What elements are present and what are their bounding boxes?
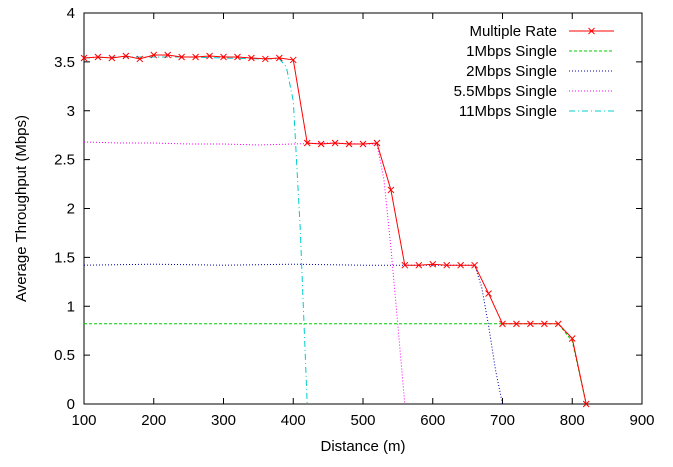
data-point-marker: [178, 53, 186, 61]
y-tick-label: 1.5: [54, 249, 75, 266]
tick-layer: 100 200 300 400 500 600 700 800 900 0 0.5 1 1.5 2 2.5 3…: [54, 5, 654, 429]
data-point-marker: [554, 320, 562, 328]
data-point-marker: [303, 139, 311, 147]
data-point-marker: [192, 53, 199, 61]
data-point-marker: [331, 139, 339, 147]
data-point-marker: [220, 53, 227, 61]
y-axis-label: Average Throughput (Mbps): [13, 115, 30, 302]
x-tick-label: 100: [71, 412, 96, 429]
x-tick-label: 600: [420, 412, 445, 429]
plot-frame: [83, 12, 643, 405]
data-point-marker: [164, 51, 172, 59]
y-tick-label: 4: [67, 5, 75, 22]
legend: Multiple Rate 1Mbps Single 2Mbps Single 5.5…: [454, 23, 614, 120]
legend-label: Multiple Rate: [469, 23, 557, 40]
data-point-marker: [359, 140, 367, 148]
data-point-marker: [275, 54, 283, 62]
x-tick-label: 300: [211, 412, 236, 429]
y-tick-label: 3.5: [54, 54, 75, 71]
data-point-marker: [568, 335, 576, 342]
series-line-2mbps-single: [83, 263, 503, 405]
legend-label: 2Mbps Single: [466, 63, 557, 80]
data-point-marker: [136, 55, 144, 63]
data-point-marker: [317, 140, 325, 148]
legend-label: 5.5Mbps Single: [454, 83, 557, 100]
series-line-11mbps-single: [83, 56, 308, 405]
data-point-marker: [261, 55, 269, 63]
data-point-marker: [122, 52, 130, 60]
y-tick-label: 1: [67, 298, 75, 315]
data-point-marker: [206, 52, 213, 60]
data-point-marker: [513, 320, 520, 328]
data-point-marker: [150, 51, 158, 59]
data-point-marker: [94, 53, 102, 61]
data-point-marker: [540, 320, 548, 328]
legend-label: 1Mbps Single: [466, 43, 557, 60]
data-point-marker: [582, 400, 590, 408]
x-axis-label: Distance (m): [320, 438, 405, 455]
data-point-marker: [443, 261, 451, 269]
data-point-marker: [527, 320, 534, 328]
data-point-marker: [415, 261, 423, 269]
series-line-1mbps-single: [84, 323, 587, 405]
x-tick-label: 800: [560, 412, 585, 429]
series-line-5-5mbps-single: [83, 141, 406, 405]
data-point-marker: [345, 140, 353, 148]
data-point-marker: [401, 261, 409, 269]
y-tick-label: 0: [67, 396, 75, 413]
data-point-marker: [485, 290, 492, 297]
legend-label: 11Mbps Single: [459, 103, 557, 120]
y-tick-label: 2.5: [54, 152, 75, 169]
x-tick-label: 700: [490, 412, 515, 429]
x-tick-label: 400: [281, 412, 306, 429]
data-point-marker: [234, 53, 241, 61]
data-point-marker: [499, 320, 506, 328]
x-tick-label: 500: [350, 412, 375, 429]
x-tick-label: 200: [141, 412, 166, 429]
legend-marker: [588, 27, 595, 35]
y-tick-label: 3: [67, 103, 75, 120]
data-point-marker: [80, 54, 88, 62]
data-point-marker: [248, 54, 255, 62]
x-tick-label: 900: [629, 412, 654, 429]
data-point-marker: [108, 54, 116, 62]
data-point-marker: [471, 261, 478, 269]
data-point-marker: [289, 56, 297, 64]
y-tick-label: 0.5: [54, 347, 75, 364]
data-point-marker: [373, 139, 381, 147]
data-point-marker: [457, 261, 465, 269]
y-tick-label: 2: [67, 201, 75, 218]
data-point-marker: [429, 260, 437, 268]
data-point-marker: [387, 186, 395, 194]
series-layer: [80, 51, 590, 408]
